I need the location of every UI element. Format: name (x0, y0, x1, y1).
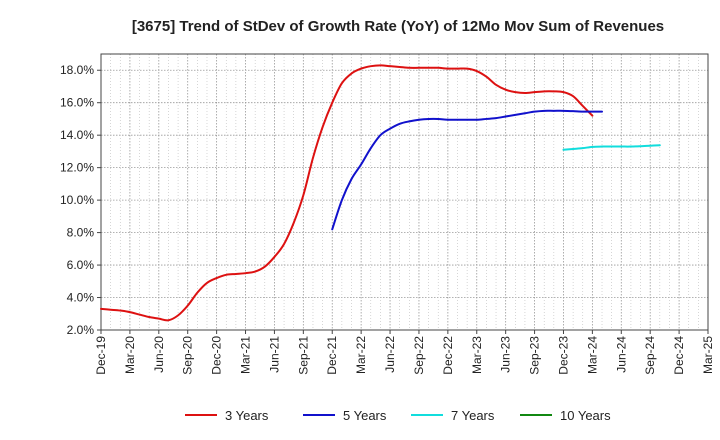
legend-label-10-years: 10 Years (560, 408, 611, 423)
x-tick-label: Mar-23 (470, 336, 484, 374)
x-tick-label: Jun-24 (614, 336, 628, 373)
x-tick-label: Dec-24 (672, 336, 686, 375)
grid (101, 54, 708, 331)
x-tick-label: Jun-20 (152, 336, 166, 373)
y-tick-label: 18.0% (60, 63, 94, 77)
series-lines (100, 64, 661, 322)
x-tick-label: Mar-24 (585, 336, 599, 374)
x-tick-label: Dec-19 (94, 336, 108, 375)
x-tick-label: Mar-25 (701, 336, 715, 374)
y-tick-label: 16.0% (60, 96, 94, 110)
x-tick-label: Mar-21 (239, 336, 253, 374)
x-tick-label: Sep-20 (181, 336, 195, 375)
x-tick-label: Jun-22 (383, 336, 397, 373)
legend-label-7-years: 7 Years (451, 408, 495, 423)
x-tick-label: Sep-23 (528, 336, 542, 375)
chart-title: [3675] Trend of StDev of Growth Rate (Yo… (132, 18, 664, 35)
x-tick-label: Jun-21 (267, 336, 281, 373)
plot-area-border (100, 53, 709, 331)
y-tick-label: 8.0% (67, 226, 95, 240)
x-tick-label: Dec-22 (441, 336, 455, 375)
legend: 3 Years 5 Years 7 Years 10 Years (185, 408, 611, 423)
x-tick-label: Jun-23 (499, 336, 513, 373)
x-tick-label: Sep-24 (643, 336, 657, 375)
x-tick-label: Mar-20 (123, 336, 137, 374)
y-tick-label: 14.0% (60, 128, 94, 142)
series-line-5-years (331, 109, 604, 231)
y-tick-label: 6.0% (67, 258, 95, 272)
x-tick-label: Dec-20 (210, 336, 224, 375)
y-axis: 2.0% 4.0% 6.0% 8.0% 10.0% 12.0% 14.0% 16.0% 18.0… (60, 63, 101, 337)
x-tick-label: Mar-22 (354, 336, 368, 374)
legend-label-3-years: 3 Years (225, 408, 269, 423)
x-tick-label: Dec-21 (325, 336, 339, 375)
y-tick-label: 12.0% (60, 161, 94, 175)
x-tick-label: Dec-23 (556, 336, 570, 375)
series-line-3-years (100, 64, 594, 322)
series-line-7-years (562, 144, 661, 151)
y-tick-label: 2.0% (67, 323, 95, 337)
x-tick-label: Sep-21 (296, 336, 310, 375)
x-tick-label: Sep-22 (412, 336, 426, 375)
y-tick-label: 10.0% (60, 193, 94, 207)
legend-label-5-years: 5 Years (343, 408, 387, 423)
x-axis: Dec-19 Mar-20 Jun-20 Sep-20 Dec-20 Mar-21 Jun-… (94, 330, 715, 375)
y-tick-label: 4.0% (67, 291, 95, 305)
